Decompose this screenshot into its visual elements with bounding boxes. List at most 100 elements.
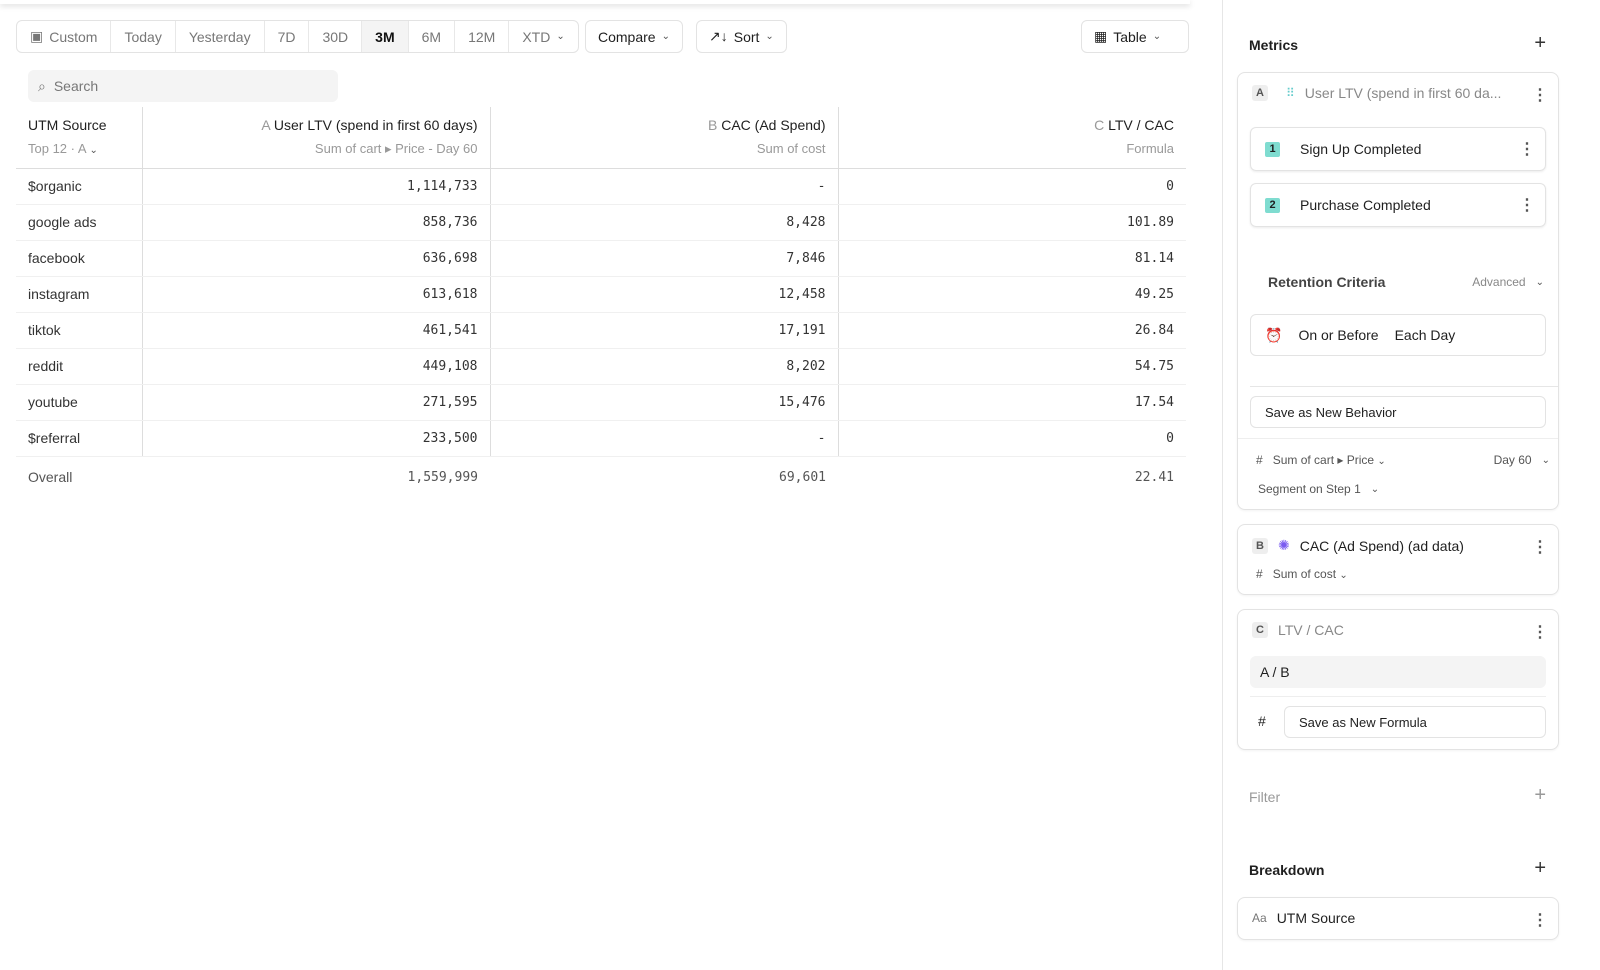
date-range-12m[interactable]: 12M bbox=[455, 21, 510, 52]
more-icon[interactable]: ⋮ bbox=[1519, 141, 1535, 158]
more-icon[interactable]: ⋮ bbox=[1532, 539, 1548, 556]
cell-value: 49.25 bbox=[838, 276, 1186, 313]
col-header-c[interactable]: C LTV / CAC Formula bbox=[838, 107, 1186, 169]
add-metric-plus-icon[interactable]: + bbox=[1534, 32, 1546, 54]
date-range-30d[interactable]: 30D bbox=[309, 21, 363, 52]
retention-criteria-selector[interactable]: ⏰ On or Before Each Day bbox=[1250, 314, 1546, 356]
date-range-custom[interactable]: ▣ Custom bbox=[17, 21, 112, 52]
hash-icon: # bbox=[1256, 567, 1263, 581]
more-icon[interactable]: ⋮ bbox=[1532, 87, 1548, 104]
more-icon[interactable]: ⋮ bbox=[1532, 624, 1548, 641]
table-row[interactable]: $referral 233,500-0 bbox=[16, 420, 1186, 457]
cell-value: 461,541 bbox=[142, 312, 491, 349]
formula-input[interactable]: A / B bbox=[1250, 656, 1546, 688]
segment-dropdown[interactable]: Segment on Step 1 ⌄ bbox=[1258, 482, 1380, 496]
date-range-label: 6M bbox=[421, 28, 442, 45]
table-row[interactable]: facebook 636,698 7,846 81.14 bbox=[16, 240, 1186, 277]
step-number: 2 bbox=[1265, 197, 1280, 213]
filter-heading: Filter bbox=[1249, 789, 1281, 805]
right-panel: Metrics + A ⠿ User LTV (spend in first 60 … bbox=[1222, 0, 1600, 970]
step-1[interactable]: 1 Sign Up Completed ⋮ bbox=[1250, 127, 1546, 171]
date-range-label: Today bbox=[124, 28, 162, 45]
date-range-yesterday[interactable]: Yesterday bbox=[176, 21, 265, 52]
metric-title[interactable]: User LTV (spend in first 60 da... bbox=[1304, 85, 1502, 101]
cell-value: 22.41 bbox=[838, 455, 1186, 498]
table-row[interactable]: $organic 1,114,733-0 bbox=[16, 168, 1186, 205]
date-range-selector: ▣ Custom Today Yesterday 7D 30D 3M 6M 12M XTD ⌄ bbox=[16, 20, 579, 53]
search-input[interactable]: ⌕ Search bbox=[28, 70, 338, 102]
cell-value: 54.75 bbox=[838, 348, 1186, 385]
chevron-down-icon: ⌄ bbox=[556, 31, 565, 42]
row-label: $organic bbox=[16, 168, 143, 205]
row-label: $referral bbox=[16, 420, 143, 457]
metrics-heading: Metrics bbox=[1249, 37, 1299, 53]
date-range-label: 3M bbox=[375, 28, 395, 45]
retention-criteria-label: Retention Criteria bbox=[1268, 274, 1386, 290]
table-row[interactable]: google ads 858,736 8,428 101.89 bbox=[16, 204, 1186, 241]
text-type-icon: Aa bbox=[1252, 911, 1267, 925]
divider bbox=[1250, 386, 1558, 387]
col-header-b[interactable]: B CAC (Ad Spend) Sum of cost bbox=[490, 107, 839, 169]
view-label: Table bbox=[1113, 28, 1147, 45]
add-filter-plus-icon[interactable]: + bbox=[1534, 784, 1546, 806]
hash-icon: # bbox=[1258, 713, 1266, 729]
cell-value: 636,698 bbox=[142, 240, 491, 277]
save-as-new-behavior-button[interactable]: Save as New Behavior bbox=[1250, 396, 1546, 428]
cell-value: 0 bbox=[838, 168, 1186, 205]
cell-value: 0 bbox=[838, 420, 1186, 457]
col-sub: Formula bbox=[1126, 141, 1174, 156]
cell-value: 12,458 bbox=[490, 276, 839, 313]
compare-button[interactable]: Compare ⌄ bbox=[585, 20, 683, 53]
add-breakdown-plus-icon[interactable]: + bbox=[1534, 857, 1546, 879]
table-row[interactable]: youtube 271,595 15,476 17.54 bbox=[16, 384, 1186, 421]
breakdown-heading: Breakdown bbox=[1249, 862, 1325, 878]
step-number: 1 bbox=[1265, 141, 1280, 157]
date-range-3m[interactable]: 3M bbox=[362, 21, 409, 52]
date-range-label: XTD bbox=[522, 28, 551, 45]
cell-value: 17.54 bbox=[838, 384, 1186, 421]
more-icon[interactable]: ⋮ bbox=[1532, 912, 1548, 929]
col-header-utm[interactable]: UTM Source Top 12 · A ⌄ bbox=[16, 107, 143, 169]
chevron-down-icon: ⌄ bbox=[661, 31, 670, 42]
table-row[interactable]: reddit 449,108 8,202 54.75 bbox=[16, 348, 1186, 385]
metric-card-b: B ✺ CAC (Ad Spend) (ad data) ⋮ # Sum of cos… bbox=[1237, 524, 1559, 595]
cell-value: 8,428 bbox=[490, 204, 839, 241]
col-title: UTM Source bbox=[28, 117, 107, 133]
top-selector[interactable]: Top 12 · A ⌄ bbox=[28, 141, 98, 156]
more-icon[interactable]: ⋮ bbox=[1519, 197, 1535, 214]
row-label: youtube bbox=[16, 384, 143, 421]
date-range-7d[interactable]: 7D bbox=[265, 21, 310, 52]
table-row[interactable]: instagram 613,618 12,458 49.25 bbox=[16, 276, 1186, 313]
view-table-button[interactable]: ▦ Table ⌄ bbox=[1081, 20, 1189, 53]
step-2[interactable]: 2 Purchase Completed ⋮ bbox=[1250, 183, 1546, 227]
date-range-6m[interactable]: 6M bbox=[409, 21, 456, 52]
day-dropdown[interactable]: Day 60 ⌄ bbox=[1493, 453, 1550, 467]
breakdown-item[interactable]: Aa UTM Source ⋮ bbox=[1237, 897, 1559, 940]
sort-button[interactable]: ↗↓ Sort ⌄ bbox=[696, 20, 787, 53]
measure-dropdown[interactable]: Sum of cart ▸ Price ⌄ bbox=[1272, 453, 1386, 467]
row-label: reddit bbox=[16, 348, 143, 385]
overall-row[interactable]: Overall 1,559,999 69,601 22.41 bbox=[16, 455, 1186, 498]
top-shadow bbox=[0, 0, 1190, 4]
metric-letter: C bbox=[1252, 622, 1268, 638]
advanced-dropdown[interactable]: Advanced ⌄ bbox=[1472, 275, 1544, 289]
hash-icon: # bbox=[1256, 453, 1263, 467]
cell-value: 15,476 bbox=[490, 384, 839, 421]
each-day[interactable]: Each Day bbox=[1394, 327, 1456, 343]
sort-label: Sort bbox=[733, 28, 760, 45]
search-icon: ⌕ bbox=[38, 77, 46, 94]
date-range-today[interactable]: Today bbox=[111, 21, 176, 52]
cell-value: 17,191 bbox=[490, 312, 839, 349]
metric-title[interactable]: LTV / CAC bbox=[1278, 622, 1344, 638]
col-title: LTV / CAC bbox=[1108, 117, 1174, 133]
metric-card-a: A ⠿ User LTV (spend in first 60 da... ⋮ 1 S… bbox=[1237, 72, 1559, 510]
save-as-new-formula-button[interactable]: Save as New Formula bbox=[1284, 706, 1546, 738]
divider bbox=[1250, 696, 1546, 697]
on-or-before[interactable]: On or Before bbox=[1298, 327, 1379, 343]
cell-value: 271,595 bbox=[142, 384, 491, 421]
metric-title[interactable]: CAC (Ad Spend) (ad data) bbox=[1299, 537, 1464, 554]
date-range-xtd[interactable]: XTD ⌄ bbox=[509, 21, 577, 52]
table-row[interactable]: tiktok 461,541 17,191 26.84 bbox=[16, 312, 1186, 349]
col-header-a[interactable]: A User LTV (spend in first 60 days) Sum o… bbox=[142, 107, 491, 169]
measure-dropdown[interactable]: Sum of cost ⌄ bbox=[1272, 567, 1348, 581]
